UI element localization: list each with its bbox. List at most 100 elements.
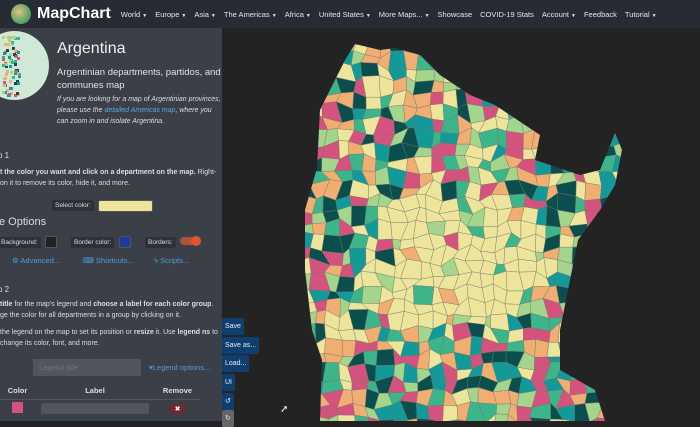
department-region[interactable] (560, 119, 574, 136)
department-region[interactable] (263, 181, 276, 199)
department-region[interactable] (231, 65, 252, 83)
department-region[interactable] (608, 245, 623, 264)
department-region[interactable] (597, 238, 610, 249)
department-region[interactable] (570, 349, 590, 367)
department-region[interactable] (686, 156, 700, 171)
department-region[interactable] (650, 342, 667, 355)
department-region[interactable] (534, 102, 552, 121)
department-region[interactable] (660, 157, 682, 173)
department-region[interactable] (259, 416, 274, 421)
department-region[interactable] (283, 117, 304, 135)
department-region[interactable] (284, 328, 301, 339)
department-region[interactable] (222, 160, 237, 174)
department-region[interactable] (237, 195, 250, 213)
department-region[interactable] (660, 168, 682, 186)
department-region[interactable] (635, 285, 656, 303)
department-region[interactable] (661, 417, 679, 421)
department-region[interactable] (647, 209, 668, 225)
department-region[interactable] (673, 118, 689, 133)
department-region[interactable] (607, 119, 628, 137)
department-region[interactable] (273, 180, 289, 199)
department-region[interactable] (223, 185, 238, 200)
department-region[interactable] (690, 225, 699, 236)
department-region[interactable] (571, 262, 591, 279)
department-region[interactable] (569, 300, 590, 316)
department-region[interactable] (379, 419, 396, 421)
department-region[interactable] (416, 418, 433, 421)
department-region[interactable] (620, 403, 638, 418)
department-region[interactable] (600, 130, 614, 148)
department-region[interactable] (271, 274, 288, 290)
department-region[interactable] (621, 28, 641, 46)
department-region[interactable] (458, 39, 469, 55)
department-region[interactable] (585, 311, 603, 330)
department-region[interactable] (666, 220, 681, 239)
department-region[interactable] (348, 247, 367, 266)
department-region[interactable] (283, 226, 301, 237)
department-region[interactable] (464, 76, 481, 92)
department-region[interactable] (257, 350, 274, 365)
department-region[interactable] (560, 133, 577, 147)
department-region[interactable] (582, 350, 603, 365)
nav-item-tutorial[interactable]: Tutorial ▼ (624, 9, 657, 19)
nav-item-united-states[interactable]: United States ▼ (318, 9, 371, 19)
department-region[interactable] (614, 209, 626, 228)
department-region[interactable] (663, 193, 680, 211)
department-region[interactable] (234, 171, 251, 187)
department-region[interactable] (607, 37, 622, 51)
department-region[interactable] (287, 89, 303, 108)
department-region[interactable] (628, 63, 642, 83)
department-region[interactable] (597, 302, 616, 318)
department-region[interactable] (273, 328, 291, 339)
department-region[interactable] (257, 363, 279, 382)
department-region[interactable] (534, 88, 550, 104)
department-region[interactable] (222, 298, 239, 314)
department-region[interactable] (650, 259, 667, 275)
department-region[interactable] (455, 28, 474, 45)
department-region[interactable] (413, 285, 435, 305)
department-region[interactable] (664, 274, 681, 292)
department-region[interactable] (584, 375, 600, 394)
department-region[interactable] (263, 103, 278, 121)
department-region[interactable] (582, 28, 601, 43)
department-region[interactable] (295, 62, 313, 77)
department-region[interactable] (535, 153, 552, 176)
department-region[interactable] (673, 298, 693, 315)
department-region[interactable] (677, 180, 694, 200)
department-region[interactable] (608, 272, 627, 292)
department-region[interactable] (635, 28, 655, 43)
department-region[interactable] (571, 153, 584, 173)
department-region[interactable] (375, 348, 396, 366)
department-region[interactable] (287, 288, 302, 304)
department-region[interactable] (557, 192, 577, 214)
department-region[interactable] (283, 350, 305, 369)
department-region[interactable] (520, 102, 538, 121)
department-region[interactable] (587, 50, 604, 70)
department-region[interactable] (518, 258, 538, 273)
department-region[interactable] (664, 66, 680, 84)
department-region[interactable] (550, 146, 561, 156)
department-region[interactable] (516, 77, 538, 97)
department-region[interactable] (625, 117, 640, 132)
department-region[interactable] (648, 235, 666, 250)
department-region[interactable] (380, 29, 392, 39)
department-region[interactable] (309, 353, 327, 363)
department-region[interactable] (354, 415, 369, 421)
department-region[interactable] (620, 142, 641, 163)
department-region[interactable] (662, 117, 681, 132)
department-region[interactable] (665, 28, 681, 45)
department-region[interactable] (303, 105, 318, 118)
department-region[interactable] (284, 389, 303, 403)
department-region[interactable] (613, 195, 629, 212)
shortcuts-link[interactable]: ⌨ Shortcuts... (83, 256, 134, 265)
department-region[interactable] (234, 187, 250, 200)
department-region[interactable] (602, 64, 616, 81)
department-region[interactable] (660, 407, 679, 419)
department-region[interactable] (247, 300, 265, 316)
department-region[interactable] (244, 142, 260, 158)
department-region[interactable] (416, 53, 435, 71)
department-region[interactable] (648, 222, 668, 240)
department-region[interactable] (626, 220, 641, 239)
department-region[interactable] (587, 335, 603, 356)
department-region[interactable] (263, 197, 277, 213)
